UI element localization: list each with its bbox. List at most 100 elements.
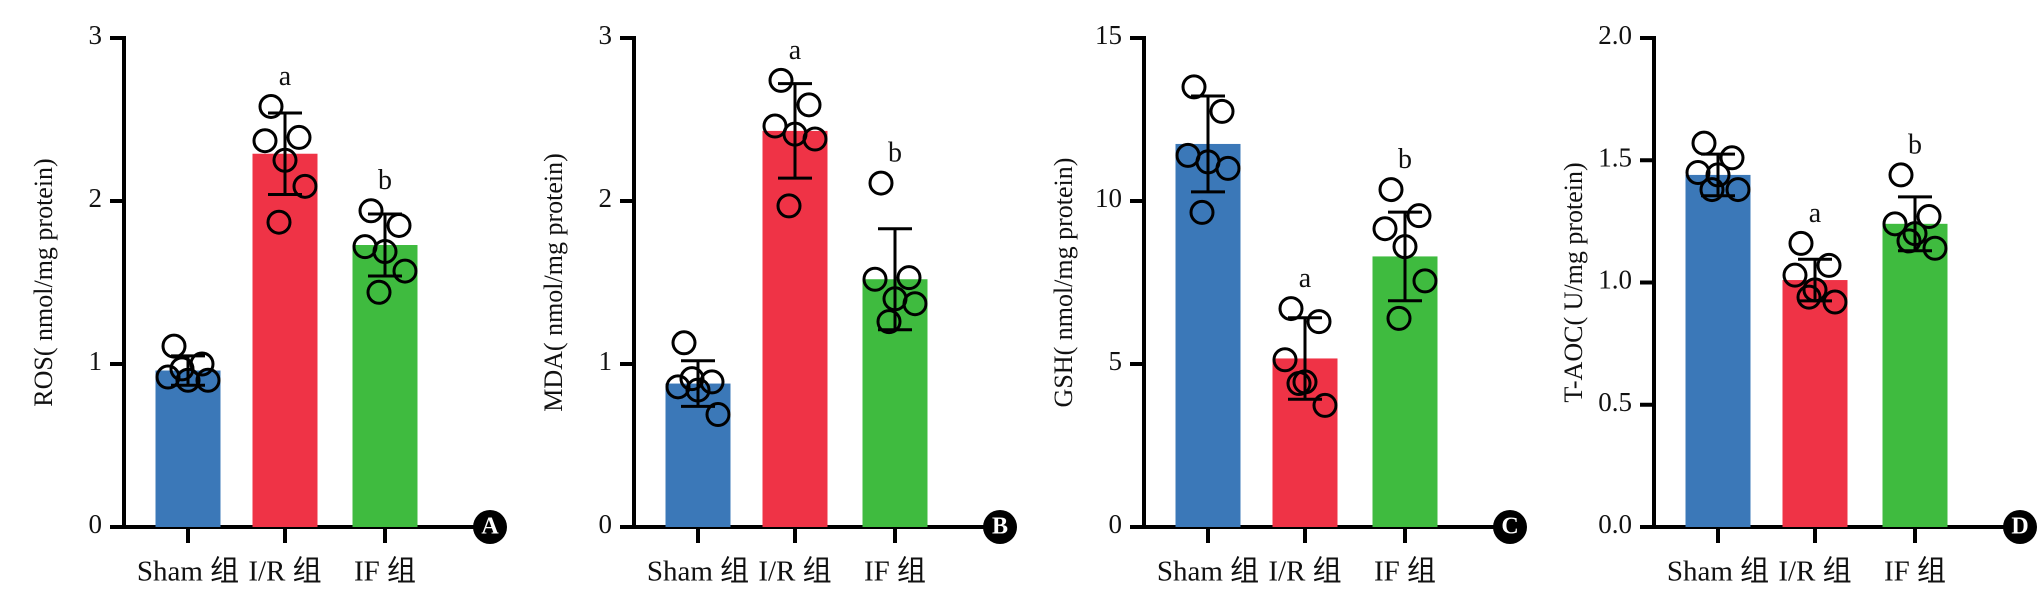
- panel-label: A: [481, 514, 499, 540]
- data-point: [902, 291, 928, 317]
- y-tick-label: 2: [599, 183, 613, 213]
- data-point: [358, 198, 384, 224]
- error-bar: [778, 82, 812, 180]
- data-point: [1392, 234, 1418, 260]
- x-tick-label: Sham 组: [137, 555, 239, 588]
- panel-label: D: [2011, 514, 2028, 540]
- y-axis-label: MDA( nmol/mg protein): [539, 153, 568, 412]
- data-point: [1902, 221, 1928, 247]
- data-point: [272, 147, 298, 173]
- data-point: [1386, 305, 1412, 331]
- data-point: [252, 128, 278, 154]
- data-point: [366, 279, 392, 305]
- x-tick-label: Sham 组: [1157, 555, 1259, 588]
- bar: [352, 245, 418, 527]
- data-point: [1685, 159, 1711, 185]
- data-point: [1816, 252, 1842, 278]
- data-point: [392, 258, 418, 284]
- data-point: [1189, 199, 1215, 225]
- data-point: [286, 124, 312, 150]
- data-point: [1782, 262, 1808, 288]
- data-point: [1802, 277, 1828, 303]
- bar: [762, 130, 828, 527]
- data-point: [1286, 371, 1312, 397]
- data-point: [1796, 284, 1822, 310]
- data-point: [796, 92, 822, 118]
- y-tick-label: 1.5: [1598, 142, 1632, 172]
- y-tick-label: 1.0: [1598, 265, 1632, 295]
- x-tick-label: IF 组: [354, 555, 416, 588]
- x-tick-label: Sham 组: [1667, 555, 1769, 588]
- data-point: [1406, 203, 1432, 229]
- y-tick-label: 0: [599, 509, 613, 539]
- panel-badge: [1493, 510, 1527, 544]
- y-tick-label: 3: [599, 20, 613, 50]
- data-point: [868, 170, 894, 196]
- data-point: [705, 402, 731, 428]
- data-point: [1719, 145, 1745, 171]
- panel-label: C: [1501, 514, 1518, 540]
- panel-badge: [2003, 510, 2037, 544]
- y-tick-label: 2.0: [1598, 20, 1632, 50]
- data-point: [258, 93, 284, 119]
- error-bar: [1191, 94, 1225, 194]
- data-point: [386, 212, 412, 238]
- significance-label: a: [1809, 198, 1822, 229]
- x-tick-label: I/R 组: [1268, 555, 1341, 588]
- y-axis-label: T-AOC( U/mg protein): [1559, 162, 1588, 402]
- data-point: [1378, 177, 1404, 203]
- significance-label: a: [279, 61, 292, 92]
- y-tick-label: 5: [1109, 346, 1123, 376]
- panel: 0.0 0.5 1.0 1.5 2.0 T-AOC( U/mg protein) Sham …: [1559, 20, 2037, 588]
- x-tick-label: I/R 组: [758, 555, 831, 588]
- bar: [1782, 280, 1848, 527]
- data-point: [1209, 98, 1235, 124]
- y-tick-label: 15: [1095, 20, 1122, 50]
- data-point: [1278, 296, 1304, 322]
- data-point: [1922, 235, 1948, 261]
- panel-badge: [983, 510, 1017, 544]
- data-point: [862, 266, 888, 292]
- significance-label: a: [1299, 263, 1312, 294]
- significance-label: b: [1908, 129, 1922, 160]
- data-point: [1888, 162, 1914, 188]
- y-tick-label: 0.0: [1598, 509, 1632, 539]
- data-point: [1272, 347, 1298, 373]
- data-point: [1372, 216, 1398, 242]
- panel-label: B: [992, 514, 1008, 540]
- data-point: [876, 309, 902, 335]
- bar: [1882, 223, 1948, 527]
- data-point: [292, 173, 318, 199]
- data-point: [671, 330, 697, 356]
- y-tick-label: 1: [89, 346, 103, 376]
- y-tick-label: 0: [1109, 509, 1123, 539]
- y-tick-label: 10: [1095, 183, 1122, 213]
- x-tick-label: IF 组: [864, 555, 926, 588]
- panel: 0 5 10 15 GSH( nmol/mg protein) Sham 组 I/R 组 a I…: [1049, 20, 1527, 588]
- significance-label: b: [888, 137, 902, 168]
- data-point: [1882, 211, 1908, 237]
- y-tick-label: 1: [599, 346, 613, 376]
- y-tick-label: 0: [89, 509, 103, 539]
- y-tick-label: 0.5: [1598, 387, 1632, 417]
- bar: [1175, 143, 1241, 527]
- bar: [155, 370, 221, 527]
- x-tick-label: Sham 组: [647, 555, 749, 588]
- panel-badge: [473, 510, 507, 544]
- data-point: [1822, 289, 1848, 315]
- data-point: [896, 265, 922, 291]
- data-point: [802, 126, 828, 152]
- data-point: [1699, 177, 1725, 203]
- data-point: [266, 209, 292, 235]
- y-axis-label: ROS( nmol/mg protein): [29, 158, 58, 406]
- data-point: [1312, 392, 1338, 418]
- x-tick-label: I/R 组: [248, 555, 321, 588]
- data-point: [1788, 230, 1814, 256]
- data-point: [372, 239, 398, 265]
- significance-label: a: [789, 35, 802, 66]
- data-point: [195, 367, 221, 393]
- data-point: [1306, 309, 1332, 335]
- y-tick-label: 3: [89, 20, 103, 50]
- panel: 0 1 2 3 ROS( nmol/mg protein) Sham 组 I/R 组 a IF …: [29, 20, 507, 588]
- y-axis-label: GSH( nmol/mg protein): [1049, 158, 1078, 408]
